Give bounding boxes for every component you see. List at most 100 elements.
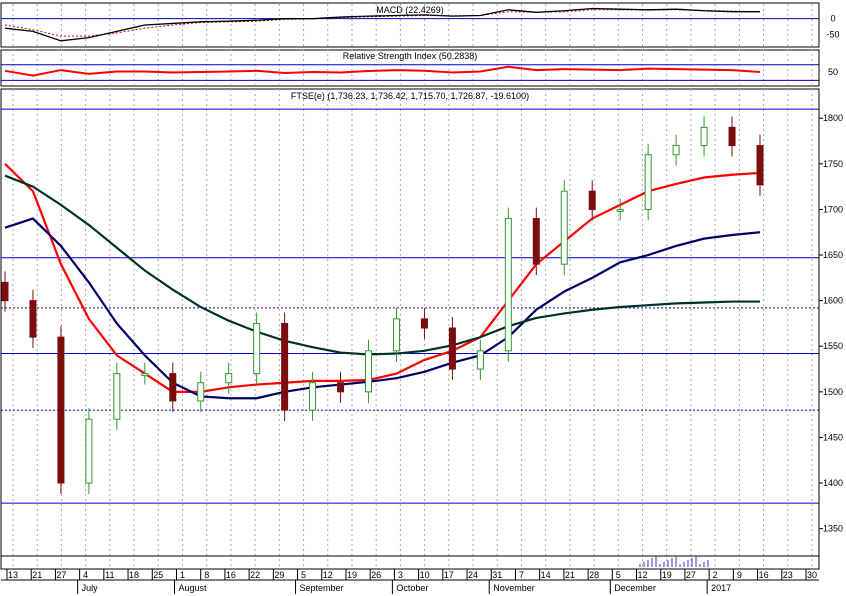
ma-slow-line <box>4 174 760 356</box>
x-day-label: 16 <box>226 570 236 580</box>
price-tick-label: 1750 <box>823 159 843 169</box>
x-day-label: 30 <box>807 570 817 580</box>
x-day-label: 21 <box>565 570 575 580</box>
price-tick-label: 1400 <box>823 478 843 488</box>
macd-tick-label: -50 <box>826 30 839 40</box>
price-tick-label: 1700 <box>823 204 843 214</box>
x-day-label: 8 <box>204 570 209 580</box>
price-tick-label: 1650 <box>823 250 843 260</box>
candle-body <box>532 218 540 265</box>
candle-body <box>672 145 680 156</box>
x-day-label: 13 <box>8 570 18 580</box>
candle-body <box>756 145 764 186</box>
rsi-title: Relative Strength Index (50.2838) <box>343 51 478 61</box>
x-day-label: 3 <box>398 570 403 580</box>
candle-body <box>448 327 456 370</box>
ma-fast-line <box>4 163 761 393</box>
x-month-label: December <box>614 583 656 593</box>
macd-panel <box>0 2 820 48</box>
price-panel <box>0 88 820 570</box>
rsi-panel <box>0 49 820 87</box>
rsi-series: 50 <box>1 64 838 81</box>
horizontal-levels <box>1 108 819 504</box>
x-day-label: 7 <box>519 570 524 580</box>
candle-body <box>504 218 512 352</box>
price-tick-label: 1550 <box>823 341 843 351</box>
vertical-gridlines <box>12 4 813 568</box>
x-day-label: 12 <box>323 570 333 580</box>
candle-body <box>225 373 233 384</box>
x-month-label: September <box>300 583 344 593</box>
x-month-label: July <box>82 583 99 593</box>
candle-body <box>29 300 37 338</box>
x-day-label: 9 <box>737 570 742 580</box>
moving-averages <box>4 163 761 400</box>
x-day-label: 16 <box>759 570 769 580</box>
price-tick-label: 1450 <box>823 432 843 442</box>
candle-body <box>616 208 624 212</box>
candle-body <box>169 373 177 402</box>
candles <box>1 116 764 494</box>
macd-series: 0 -50 <box>1 7 840 42</box>
x-day-label: 31 <box>492 570 502 580</box>
x-day-label: 14 <box>541 570 551 580</box>
ma-mid-line <box>4 217 761 400</box>
y-axis-ticks: 1800 1750 1700 1650 1600 1550 1500 1450 1400 1350 <box>819 113 843 534</box>
price-tick-label: 1350 <box>823 524 843 534</box>
price-tick-label: 1800 <box>823 113 843 123</box>
candle-body <box>588 190 596 210</box>
x-axis: 13 21 27 4 11 18 25 1 8 16 22 29 5 12 19 26 3 10 17 24 31 7 14… <box>1 568 819 594</box>
x-day-label: 22 <box>250 570 260 580</box>
x-day-label: 4 <box>83 570 88 580</box>
x-day-label: 27 <box>686 570 696 580</box>
candle-body <box>141 373 149 377</box>
x-day-label: 24 <box>468 570 478 580</box>
rsi-tick-label: 50 <box>828 67 838 77</box>
x-month-label: October <box>396 583 428 593</box>
x-day-label: 11 <box>105 570 114 580</box>
candle-body <box>700 126 708 147</box>
macd-line <box>4 7 760 42</box>
x-day-label: 10 <box>420 570 430 580</box>
candle-body <box>281 322 289 411</box>
candle-body <box>476 350 484 370</box>
price-title: FTSE(e) (1,736.23, 1,736.42, 1,715.70, 1… <box>291 91 529 101</box>
x-day-label: 26 <box>371 570 381 580</box>
x-day-label: 21 <box>32 570 42 580</box>
price-tick-label: 1600 <box>823 296 843 306</box>
x-day-label: 19 <box>347 570 357 580</box>
macd-title: MACD (22.4269) <box>376 5 444 15</box>
x-day-label: 1 <box>180 570 185 580</box>
candle-body <box>197 382 205 402</box>
candle-body <box>728 126 736 147</box>
volume-bars <box>1 555 819 567</box>
x-day-label: 29 <box>274 570 284 580</box>
candle-body <box>560 190 568 265</box>
candle-body <box>57 336 65 484</box>
x-day-label: 2 <box>713 570 718 580</box>
candle-body <box>113 373 121 420</box>
x-day-label: 19 <box>662 570 672 580</box>
x-month-label: November <box>493 583 535 593</box>
x-day-label: 28 <box>589 570 599 580</box>
candle-body <box>337 382 345 393</box>
x-day-label: 27 <box>56 570 66 580</box>
candle-body <box>85 418 93 484</box>
x-day-label: 18 <box>129 570 139 580</box>
x-day-label: 5 <box>616 570 621 580</box>
candle-body <box>392 318 400 352</box>
rsi-line <box>4 65 761 77</box>
x-day-label: 12 <box>638 570 648 580</box>
x-month-label: August <box>178 583 207 593</box>
x-day-label: 25 <box>153 570 163 580</box>
candle-body <box>644 154 652 210</box>
candle-body <box>365 350 373 393</box>
x-day-label: 23 <box>783 570 793 580</box>
candle-body <box>309 382 317 411</box>
x-day-label: 5 <box>301 570 306 580</box>
candle-body <box>253 322 261 375</box>
macd-tick-label: 0 <box>830 14 835 24</box>
x-day-label: 17 <box>444 570 454 580</box>
x-month-label: 2017 <box>711 583 731 593</box>
